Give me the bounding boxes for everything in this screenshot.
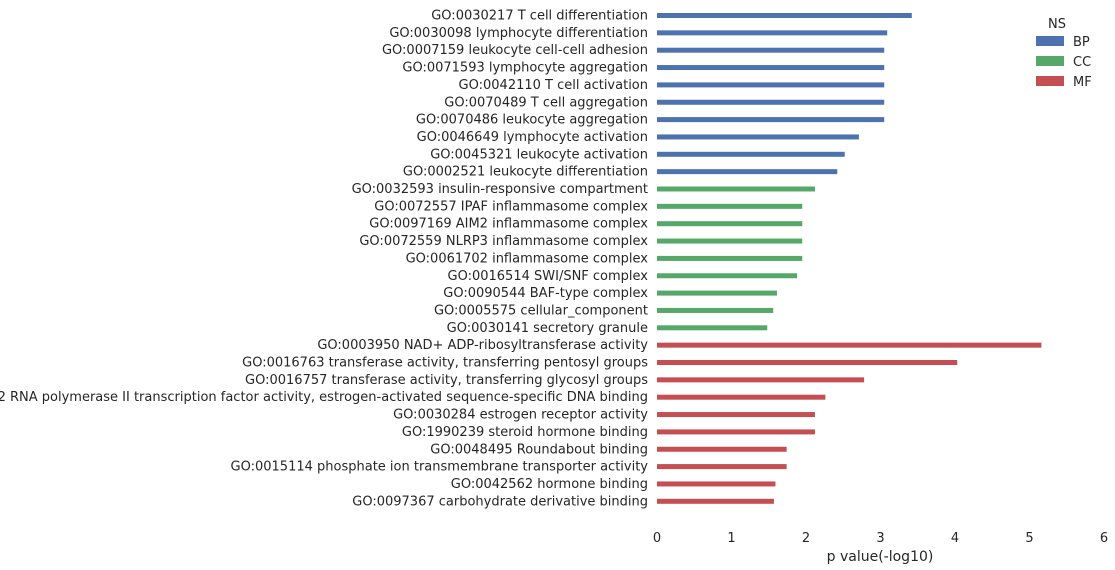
bar bbox=[657, 429, 815, 435]
category-label: GO:0090544 BAF-type complex bbox=[443, 286, 648, 301]
category-label: GO:0042562 hormone binding bbox=[451, 477, 648, 492]
bar bbox=[657, 221, 803, 227]
category-label: GO:0030284 estrogen receptor activity bbox=[393, 408, 648, 423]
category-label: GO:0045321 leukocyte activation bbox=[430, 147, 648, 162]
bar bbox=[657, 290, 777, 296]
x-tick-label: 0 bbox=[653, 531, 661, 546]
x-tick-label: 6 bbox=[1100, 531, 1108, 546]
category-label: GO:0071593 lymphocyte aggregation bbox=[402, 61, 648, 76]
category-label: GO:0016757 transferase activity, transfe… bbox=[245, 373, 648, 388]
category-label: GO:0070489 T cell aggregation bbox=[444, 95, 648, 110]
bar bbox=[657, 169, 838, 175]
bar bbox=[657, 186, 815, 192]
category-label: GO:0015114 phosphate ion transmembrane t… bbox=[231, 460, 649, 475]
category-label: GO:0038052 RNA polymerase II transcripti… bbox=[0, 390, 648, 405]
x-tick-label: 1 bbox=[727, 531, 735, 546]
x-tick-label: 2 bbox=[802, 531, 810, 546]
x-tick-label: 3 bbox=[876, 531, 884, 546]
bar bbox=[657, 325, 768, 331]
category-label: GO:0030098 lymphocyte differentiation bbox=[389, 26, 648, 41]
bar bbox=[657, 30, 888, 36]
bar bbox=[657, 255, 803, 261]
legend-title: NS bbox=[1048, 17, 1066, 32]
bar bbox=[657, 13, 912, 18]
category-label: GO:0097367 carbohydrate derivative bindi… bbox=[352, 494, 648, 509]
x-axis: 0 1 2 3 4 5 6 bbox=[653, 531, 1108, 546]
bar bbox=[657, 394, 826, 400]
category-label: GO:0070486 leukocyte aggregation bbox=[416, 113, 648, 128]
x-tick-label: 4 bbox=[951, 531, 959, 546]
category-label: GO:0016763 transferase activity, transfe… bbox=[242, 356, 648, 371]
category-label: GO:0097169 AIM2 inflammasome complex bbox=[369, 217, 648, 232]
legend-label: BP bbox=[1073, 35, 1090, 50]
category-label: GO:0002521 leukocyte differentiation bbox=[403, 165, 648, 180]
bar bbox=[657, 65, 885, 71]
category-label: GO:0030141 secretory granule bbox=[447, 321, 648, 336]
bar bbox=[657, 412, 815, 418]
category-label: GO:0072559 NLRP3 inflammasome complex bbox=[359, 234, 648, 249]
category-label: GO:0046649 lymphocyte activation bbox=[417, 130, 648, 145]
legend-label: CC bbox=[1073, 55, 1091, 70]
bar bbox=[657, 273, 798, 279]
category-label: GO:0030217 T cell differentiation bbox=[431, 9, 648, 24]
bar bbox=[657, 47, 885, 53]
category-label: GO:0032593 insulin-responsive compartmen… bbox=[352, 182, 648, 197]
category-label: GO:0005575 cellular_component bbox=[434, 303, 648, 318]
bar bbox=[657, 134, 859, 140]
bar bbox=[657, 498, 774, 504]
x-axis-title: p value(-log10) bbox=[827, 549, 934, 565]
bar bbox=[657, 117, 885, 123]
legend-swatch bbox=[1036, 36, 1064, 46]
bar bbox=[657, 238, 803, 244]
bar bbox=[657, 82, 885, 88]
category-label: GO:0007159 leukocyte cell-cell adhesion bbox=[382, 43, 648, 58]
legend-label: MF bbox=[1073, 75, 1092, 90]
bar bbox=[657, 203, 803, 209]
bar bbox=[657, 377, 865, 383]
legend-swatch bbox=[1036, 76, 1064, 86]
category-labels: GO:0030217 T cell differentiation GO:0030… bbox=[0, 9, 648, 510]
bar bbox=[657, 360, 958, 365]
bar bbox=[657, 464, 787, 470]
bar bbox=[657, 342, 1042, 348]
bar bbox=[657, 307, 774, 313]
bars-layer bbox=[657, 13, 1042, 504]
bar bbox=[657, 151, 845, 157]
category-label: GO:0016514 SWI/SNF complex bbox=[448, 269, 649, 284]
category-label: GO:0061702 inflammasome complex bbox=[406, 251, 649, 266]
x-tick-label: 5 bbox=[1025, 531, 1033, 546]
category-label: GO:1990239 steroid hormone binding bbox=[402, 425, 648, 440]
bar bbox=[657, 99, 885, 105]
bar bbox=[657, 481, 776, 487]
category-label: GO:0003950 NAD+ ADP-ribosyltransferase a… bbox=[317, 338, 648, 353]
category-label: GO:0072557 IPAF inflammasome complex bbox=[374, 199, 648, 214]
bar bbox=[657, 446, 787, 452]
legend: NS BP CC MF bbox=[1036, 17, 1092, 90]
category-label: GO:0048495 Roundabout binding bbox=[430, 442, 648, 457]
category-label: GO:0042110 T cell activation bbox=[459, 78, 648, 93]
legend-swatch bbox=[1036, 56, 1064, 66]
